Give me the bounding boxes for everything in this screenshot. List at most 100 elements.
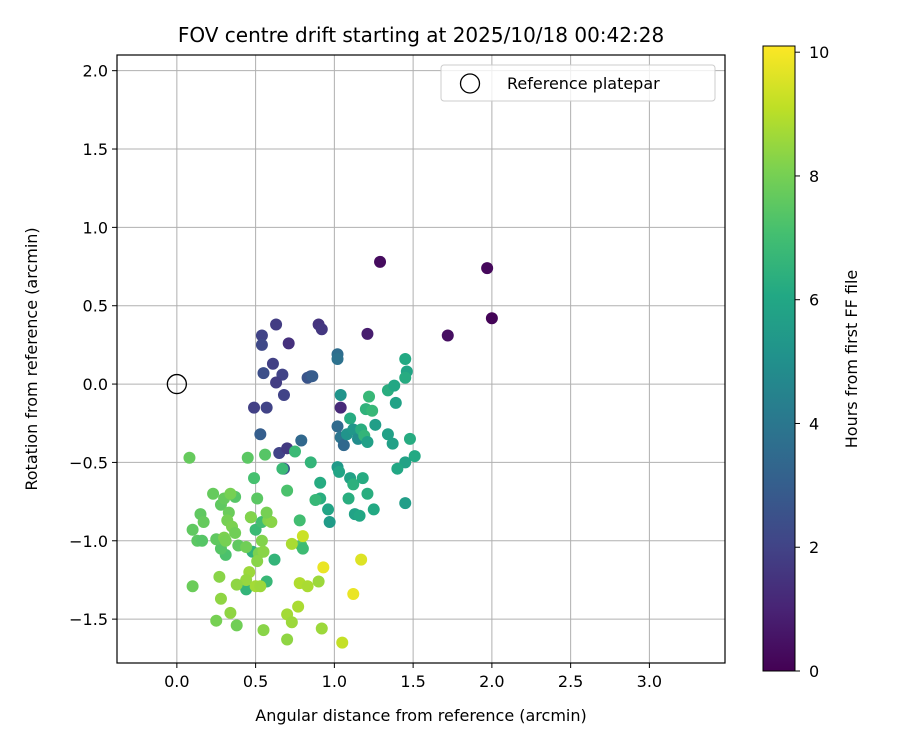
data-point [361,327,374,340]
data-point [248,472,261,485]
data-point [356,472,369,485]
x-tick-label: 2.0 [479,672,504,691]
x-tick-label: 1.5 [400,672,425,691]
x-tick-label: 0.5 [243,672,268,691]
data-point [361,487,374,500]
data-point [288,445,301,458]
data-point [361,436,374,449]
y-tick-label: −0.5 [69,453,108,472]
data-point [240,583,253,596]
data-point [296,530,309,543]
data-point [265,515,278,528]
legend-label: Reference platepar [507,74,660,93]
data-point [337,439,350,452]
y-tick-label: −1.5 [69,610,108,629]
data-point [230,619,243,632]
data-point [314,476,327,489]
data-point [347,588,360,601]
data-point [334,389,347,402]
data-point [186,580,199,593]
data-point [312,575,325,588]
legend: Reference platepar [440,64,716,102]
data-point [260,506,273,519]
data-point [296,542,309,555]
colorbar-tick-label: 6 [809,291,819,310]
data-point [344,412,357,425]
colorbar-tick-label: 2 [809,538,819,557]
data-point [336,636,349,649]
data-point [197,515,210,528]
colorbar: 0 2 4 6 8 10 Hours from first FF file [762,43,861,681]
data-point [266,357,279,370]
data-point [388,379,401,392]
data-point [342,492,355,505]
data-point [277,389,290,402]
grid [117,55,725,663]
data-point [367,503,380,516]
data-point [219,534,232,547]
data-point [389,396,402,409]
y-tick-label: 0.0 [83,375,108,394]
y-ticks: −1.5 −1.0 −0.5 0.0 0.5 1.0 1.5 2.0 [69,62,117,629]
data-point [214,592,227,605]
data-point [268,553,281,566]
data-point [315,323,328,336]
data-point [293,514,306,527]
data-point [363,390,376,403]
legend-marker-icon [459,73,481,94]
data-point [334,401,347,414]
data-point [257,367,270,380]
data-point [186,523,199,536]
colorbar-tick-label: 10 [809,43,829,62]
data-point [347,478,360,491]
data-point [248,401,261,414]
colorbar-tick-label: 8 [809,167,819,186]
data-point [251,555,264,568]
data-point [282,337,295,350]
data-point [230,578,243,591]
x-axis-label: Angular distance from reference (arcmin) [255,706,586,725]
data-point [276,462,289,475]
y-axis-label: Rotation from reference (arcmin) [22,227,41,490]
reference-platepar-marker [166,373,188,395]
y-tick-label: −1.0 [69,532,108,551]
legend-box [440,64,716,102]
data-point [240,541,253,554]
data-point [224,487,237,500]
data-point [292,600,305,613]
data-point [255,338,268,351]
data-point [281,633,294,646]
data-point [306,370,319,383]
y-tick-label: 2.0 [83,62,108,81]
x-tick-label: 0.0 [164,672,189,691]
x-tick-label: 1.0 [322,672,347,691]
data-point [255,534,268,547]
colorbar-ticks: 0 2 4 6 8 10 [795,43,829,681]
data-point [241,451,254,464]
x-tick-label: 2.5 [558,672,583,691]
data-point [322,503,335,516]
data-point [408,450,421,463]
data-point [281,484,294,497]
data-point [257,545,270,558]
data-point [331,420,344,433]
data-point [399,497,412,510]
data-point [386,437,399,450]
data-point [317,561,330,574]
data-point [244,511,257,524]
data-point [259,448,272,461]
x-tick-label: 3.0 [637,672,662,691]
colorbar-tick-label: 0 [809,662,819,681]
data-point [331,353,344,365]
data-point [207,487,220,500]
chart-title: FOV centre drift starting at 2025/10/18 … [178,23,664,47]
data-point [315,622,328,635]
colorbar-tick-label: 4 [809,414,819,433]
data-point [183,451,196,464]
data-point [399,353,412,365]
data-point [309,494,322,507]
data-point [374,255,387,268]
data-point [304,456,317,469]
data-point [399,371,412,384]
